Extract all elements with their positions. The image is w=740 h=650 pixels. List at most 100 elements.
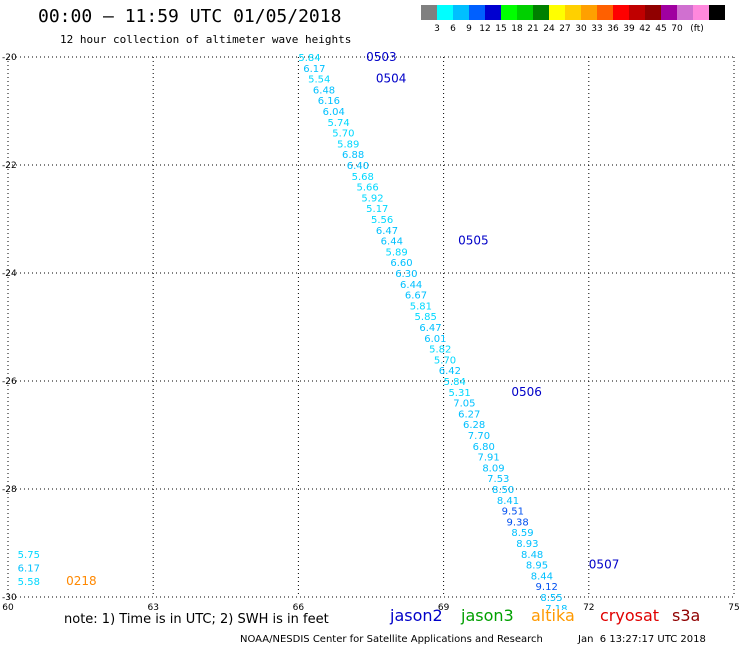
y-tick-label: -30 xyxy=(2,593,17,603)
wave-height-point: 5.70 xyxy=(434,355,456,366)
legend-label: 9 xyxy=(466,24,472,34)
wave-height-point: 6.60 xyxy=(390,258,412,269)
x-tick-label: 63 xyxy=(147,603,158,610)
legend-swatch xyxy=(693,5,709,20)
wave-height-point: 6.16 xyxy=(318,96,340,107)
wave-height-point: 5.17 xyxy=(366,204,388,215)
legend-swatch xyxy=(565,5,581,20)
satellite-jason3: jason3 xyxy=(461,606,514,625)
legend-label: 24 xyxy=(543,24,555,34)
legend-swatch xyxy=(645,5,661,20)
wave-height-point: 6.28 xyxy=(463,420,485,431)
wave-height-point: 6.17 xyxy=(303,64,325,75)
wave-height-point: 5.74 xyxy=(327,118,349,129)
legend-label: (ft) xyxy=(690,24,704,34)
wave-height-point: 6.04 xyxy=(323,107,345,118)
wave-height-point: 7.05 xyxy=(453,399,475,410)
x-tick-label: 60 xyxy=(2,603,14,610)
y-tick-label: -28 xyxy=(2,485,17,495)
legend-swatch xyxy=(581,5,597,20)
satellite-s3a: s3a xyxy=(672,606,701,625)
wave-height-point: 5.31 xyxy=(448,388,470,399)
legend-swatch xyxy=(629,5,645,20)
wave-height-point: 5.81 xyxy=(410,301,432,312)
wave-height-point: 5.89 xyxy=(386,247,408,258)
wave-height-point: 8.59 xyxy=(511,528,533,539)
legend-swatch xyxy=(549,5,565,20)
legend-label: 36 xyxy=(607,24,619,34)
wave-height-point: 6.40 xyxy=(347,161,369,172)
wave-height-point: 8.44 xyxy=(531,571,553,582)
wave-height-point: 5.92 xyxy=(361,193,383,204)
pass-time-label: 0218 xyxy=(66,574,97,588)
legend-swatch xyxy=(597,5,613,20)
x-tick-label: 66 xyxy=(293,603,305,610)
legend-swatch xyxy=(485,5,501,20)
pass-time-label: 0504 xyxy=(376,72,407,86)
wave-height-point: 7.70 xyxy=(468,431,490,442)
legend-swatch xyxy=(533,5,549,20)
legend-label: 70 xyxy=(671,24,683,34)
y-tick-label: -26 xyxy=(2,377,17,387)
legend-label: 30 xyxy=(575,24,587,34)
wave-height-point: 6.42 xyxy=(439,366,461,377)
wave-height-point: 6.48 xyxy=(313,85,335,96)
x-tick-label: 72 xyxy=(583,603,594,610)
legend-swatch xyxy=(437,5,453,20)
satellite-jason2: jason2 xyxy=(390,606,443,625)
legend-swatch xyxy=(501,5,517,20)
wave-height-point: 8.50 xyxy=(492,485,514,496)
x-tick-label: 75 xyxy=(728,603,739,610)
wave-height-point: 5.54 xyxy=(308,75,330,86)
legend-swatch xyxy=(469,5,485,20)
legend-swatch xyxy=(709,5,725,20)
wave-height-point: 6.01 xyxy=(424,334,446,345)
wave-height-point: 6.44 xyxy=(400,280,422,291)
legend-swatch xyxy=(661,5,677,20)
wave-height-point: 6.80 xyxy=(473,442,495,453)
generated-timestamp: Jan 6 13:27:17 UTC 2018 xyxy=(578,634,706,645)
wave-height-point: 5.66 xyxy=(356,183,378,194)
wave-height-point: 6.30 xyxy=(395,269,417,280)
satellite-cryosat: cryosat xyxy=(600,606,660,625)
y-tick-label: -24 xyxy=(2,269,17,279)
credit-line: NOAA/NESDIS Center for Satellite Applica… xyxy=(240,634,543,645)
legend-label: 15 xyxy=(495,24,507,34)
wave-height-point: 8.55 xyxy=(540,593,562,604)
legend-swatch xyxy=(613,5,629,20)
pass-time-label: 0506 xyxy=(511,385,542,399)
pass-time-label: 0507 xyxy=(589,558,620,572)
altimeter-plot: 60 63 66 69 72 75-20-22-24-26-28-305.846.175.… xyxy=(2,50,740,610)
wave-height-point: 8.48 xyxy=(521,550,543,561)
wave-height-point: 5.89 xyxy=(337,139,359,150)
pass-time-label: 0505 xyxy=(458,234,489,248)
legend-label: 21 xyxy=(527,24,539,34)
legend-label: 27 xyxy=(559,24,571,34)
wave-height-point: 6.88 xyxy=(342,150,364,161)
legend-label: 12 xyxy=(479,24,491,34)
wave-height-point: 5.56 xyxy=(371,215,393,226)
wave-height-point: 6.47 xyxy=(376,226,398,237)
wave-height-point: 5.70 xyxy=(332,129,354,140)
legend-swatch xyxy=(453,5,469,20)
wave-height-point: 6.17 xyxy=(18,563,40,574)
chart-title: 00:00 – 11:59 UTC 01/05/2018 xyxy=(38,6,342,27)
wave-height-point: 9.38 xyxy=(507,517,529,528)
wave-height-point: 6.67 xyxy=(405,291,427,302)
pass-time-label: 0503 xyxy=(366,50,397,64)
wave-height-point: 6.44 xyxy=(381,237,403,248)
wave-height-point: 5.84 xyxy=(298,53,320,64)
wave-height-point: 5.85 xyxy=(415,312,437,323)
legend-swatch xyxy=(677,5,693,20)
legend-label: 42 xyxy=(639,24,651,34)
wave-height-point: 7.53 xyxy=(487,474,509,485)
wave-height-point: 9.51 xyxy=(502,507,524,518)
wave-height-point: 8.09 xyxy=(482,463,504,474)
satellite-altika: altika xyxy=(531,606,575,625)
legend-label: 39 xyxy=(623,24,635,34)
legend-label: 6 xyxy=(450,24,456,34)
wave-height-point: 5.75 xyxy=(18,550,40,561)
wave-height-point: 8.95 xyxy=(526,561,548,572)
wave-height-point: 7.18 xyxy=(545,604,567,610)
legend-swatch xyxy=(421,5,437,20)
